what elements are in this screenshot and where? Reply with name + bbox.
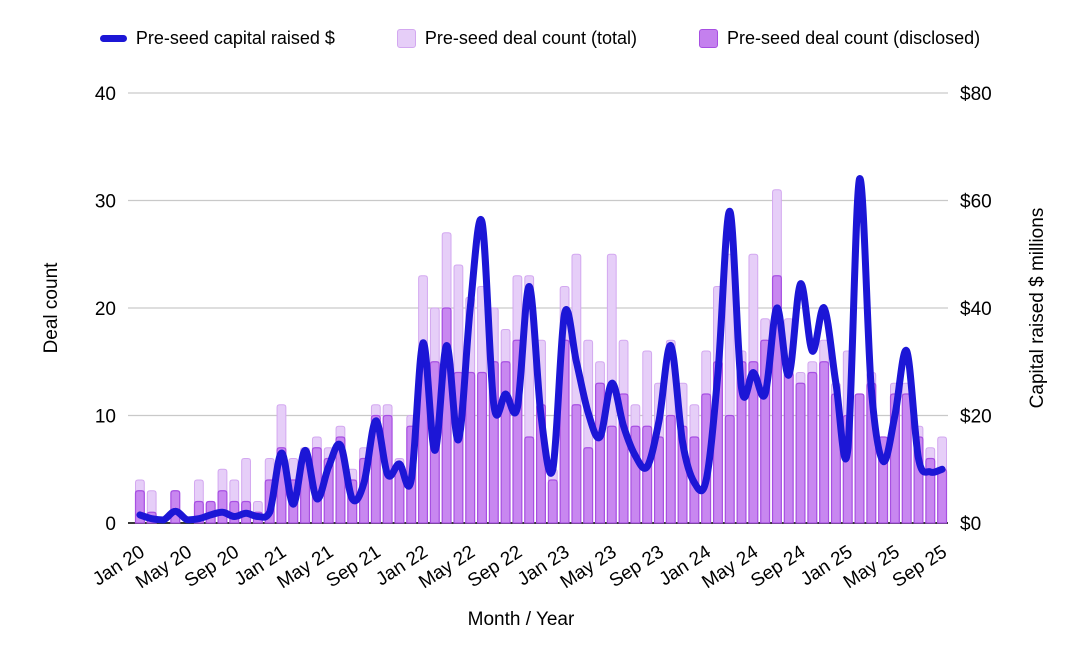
y-tick-label-left: 0 bbox=[105, 514, 116, 535]
y-tick-label-left: 30 bbox=[95, 192, 116, 213]
bar-disclosed bbox=[217, 490, 228, 524]
x-tick-label: Sep 24 bbox=[747, 541, 809, 592]
bar-disclosed bbox=[901, 393, 912, 524]
bar-disclosed bbox=[465, 371, 476, 524]
bar-disclosed bbox=[594, 382, 605, 524]
bar-disclosed bbox=[311, 447, 322, 524]
line-swatch-icon bbox=[99, 35, 127, 42]
y-tick-label-right: $60 bbox=[960, 192, 992, 213]
y-tick-label-left: 40 bbox=[95, 84, 116, 105]
left-axis-title: Deal count bbox=[41, 262, 62, 354]
bar-disclosed bbox=[547, 479, 558, 524]
bar-disclosed bbox=[724, 414, 735, 524]
total-swatch-icon bbox=[396, 29, 416, 48]
bar-disclosed bbox=[642, 425, 653, 524]
legend-item-deal-count-disclosed: Pre-seed deal count (disclosed) bbox=[699, 28, 980, 49]
bar-disclosed bbox=[783, 371, 794, 524]
bar-disclosed bbox=[583, 447, 594, 524]
bar-disclosed bbox=[665, 414, 676, 524]
y-tick-label-right: $40 bbox=[960, 299, 992, 320]
bar-disclosed bbox=[819, 361, 830, 524]
bar-disclosed bbox=[571, 404, 582, 524]
bar-disclosed bbox=[500, 361, 511, 524]
legend-label: Pre-seed deal count (disclosed) bbox=[727, 28, 981, 48]
bar-disclosed bbox=[925, 457, 936, 524]
y-tick-label-left: 10 bbox=[95, 407, 116, 428]
bar-disclosed bbox=[937, 468, 948, 524]
bar-disclosed bbox=[606, 425, 617, 524]
x-tick-label: Sep 25 bbox=[889, 542, 951, 592]
bar-disclosed bbox=[748, 361, 759, 524]
x-tick-label: Sep 20 bbox=[181, 542, 243, 592]
right-axis-title: Capital raised $ millions bbox=[1027, 208, 1048, 409]
legend-item-deal-count-total: Pre-seed deal count (total) bbox=[396, 28, 638, 49]
x-axis-title: Month / Year bbox=[468, 609, 575, 630]
capital-raised-line bbox=[136, 175, 946, 524]
bar-disclosed bbox=[524, 436, 535, 524]
y-tick-label-right: $0 bbox=[960, 514, 981, 535]
y-tick-label-left: 20 bbox=[95, 299, 116, 320]
bar-disclosed bbox=[795, 382, 806, 524]
y-tick-label-right: $20 bbox=[960, 407, 992, 428]
bar-disclosed bbox=[441, 307, 452, 524]
x-tick-label: Sep 21 bbox=[323, 542, 385, 592]
y-tick-label-right: $80 bbox=[960, 84, 992, 105]
y-axis-ticks-right: $0 $20 $40 $60 $80 bbox=[960, 84, 992, 535]
bar-disclosed bbox=[477, 371, 488, 524]
x-tick-label: Sep 22 bbox=[464, 542, 526, 592]
bar-disclosed bbox=[854, 393, 865, 524]
bar-disclosed bbox=[170, 490, 181, 524]
legend-label: Pre-seed capital raised $ bbox=[135, 28, 335, 48]
disclosed-swatch-icon bbox=[699, 29, 719, 48]
legend-label: Pre-seed deal count (total) bbox=[424, 28, 638, 48]
y-axis-ticks-left: 0 10 20 30 40 bbox=[95, 84, 116, 535]
legend-item-capital-raised: Pre-seed capital raised $ bbox=[99, 28, 335, 49]
bar-disclosed bbox=[807, 371, 818, 524]
x-tick-label: Sep 23 bbox=[606, 542, 668, 592]
chart-legend: Pre-seed capital raised $ Pre-seed deal … bbox=[0, 28, 1080, 49]
